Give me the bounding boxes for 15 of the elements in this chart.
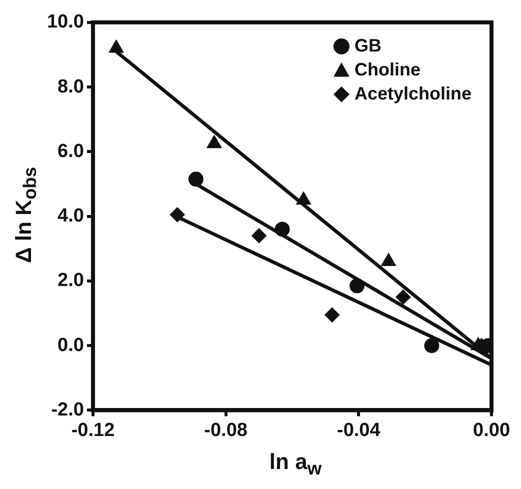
- legend-label: Choline: [354, 59, 420, 80]
- legend-label: GB: [354, 35, 382, 56]
- x-tick-label: -0.04: [337, 420, 381, 441]
- x-tick-label: -0.12: [71, 420, 115, 441]
- x-tick-label: -0.08: [204, 420, 248, 441]
- x-tick-label: 0.00: [473, 420, 510, 441]
- y-tick-label: 4.0: [58, 206, 84, 227]
- y-tick-label: 6.0: [58, 140, 84, 162]
- legend-label: Acetylcholine: [354, 83, 472, 104]
- x-axis-title: ln a$_{w}$: [268, 448, 323, 479]
- y-tick-label: 10.0: [46, 12, 84, 33]
- y-tick-label: 0.0: [58, 334, 84, 356]
- y-tick-label: -2.0: [51, 399, 84, 420]
- y-tick-label: 8.0: [58, 76, 84, 98]
- y-tick-label: 2.0: [58, 270, 84, 292]
